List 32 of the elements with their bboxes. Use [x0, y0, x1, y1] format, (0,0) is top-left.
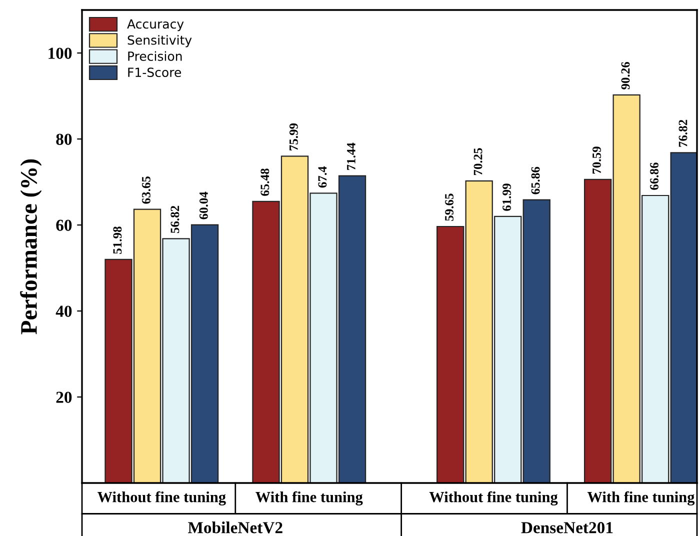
data-label: 90.26: [621, 62, 630, 90]
data-label: 63.65: [142, 176, 150, 204]
legend-label: Accuracy: [127, 19, 184, 32]
data-label: 65.86: [531, 166, 540, 194]
legend-label: F1-Score: [128, 68, 181, 78]
x-tick-label: With fine tuning: [587, 491, 695, 506]
legend-label: Sensitivity: [128, 35, 192, 48]
data-label: 76.82: [678, 120, 688, 147]
y-tick-label: 80: [56, 134, 72, 145]
data-label: 61.99: [502, 184, 512, 211]
data-label: 70.59: [592, 146, 601, 174]
text: DenseNet201: [521, 522, 613, 534]
y-tick-label: 60: [56, 220, 72, 231]
x-tick-label: Without fine tuning: [429, 491, 558, 506]
data-label: 71.44: [347, 142, 356, 170]
data-label: 66.86: [650, 162, 659, 190]
y-tick-label: 40: [56, 306, 72, 317]
data-label: 56.82: [170, 206, 180, 234]
y-tick-label: 100: [48, 48, 72, 59]
data-label: 59.65: [445, 194, 454, 221]
x-tick-label: Without fine tuning: [97, 491, 226, 506]
legend-label: Precision: [128, 51, 182, 61]
data-label: 75.99: [289, 123, 298, 150]
data-label: 65.48: [260, 168, 270, 196]
data-label: 70.25: [474, 148, 482, 176]
data-label: 67.4: [318, 166, 327, 188]
y-axis-title: Performance (%): [20, 159, 42, 334]
data-label: 60.04: [199, 192, 208, 220]
text: MobileNetV2: [188, 522, 282, 534]
y-tick-label: 20: [56, 392, 72, 403]
data-label: 51.98: [113, 226, 122, 254]
x-tick-label: With fine tuning: [256, 491, 363, 506]
